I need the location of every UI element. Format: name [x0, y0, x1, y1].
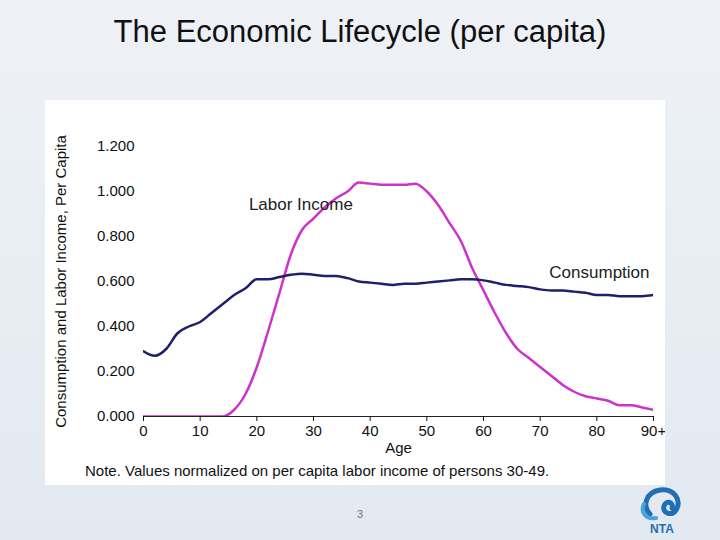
svg-text:10: 10 — [192, 422, 209, 439]
svg-text:90+: 90+ — [641, 422, 665, 439]
svg-text:70: 70 — [532, 422, 549, 439]
svg-text:60: 60 — [475, 422, 492, 439]
svg-text:0.000: 0.000 — [97, 407, 135, 424]
svg-text:0.200: 0.200 — [97, 362, 135, 379]
svg-text:NTA: NTA — [650, 522, 674, 536]
svg-text:20: 20 — [248, 422, 265, 439]
svg-text:Consumption and Labor Income,: Consumption and Labor Income, Per Capita — [52, 135, 69, 428]
svg-text:0.800: 0.800 — [97, 227, 135, 244]
html-text:Note. Values normalized on per: Note. Values normalized on per capita la… — [85, 462, 550, 479]
svg-text:Labor Income: Labor Income — [249, 195, 353, 214]
svg-text:0: 0 — [139, 422, 147, 439]
svg-text:Consumption: Consumption — [549, 263, 649, 282]
svg-text:0.600: 0.600 — [97, 272, 135, 289]
svg-text:80: 80 — [588, 422, 605, 439]
svg-text:Age: Age — [385, 439, 412, 456]
html-text:3: 3 — [356, 508, 364, 520]
svg-text:0.400: 0.400 — [97, 317, 135, 334]
svg-text:40: 40 — [362, 422, 379, 439]
svg-text:50: 50 — [418, 422, 435, 439]
svg-text:1.200: 1.200 — [97, 137, 135, 154]
svg-text:1.000: 1.000 — [97, 182, 135, 199]
html-text:The Economic Lifecycle (per ca: The Economic Lifecycle (per capita) — [113, 14, 607, 49]
svg-text:30: 30 — [305, 422, 322, 439]
